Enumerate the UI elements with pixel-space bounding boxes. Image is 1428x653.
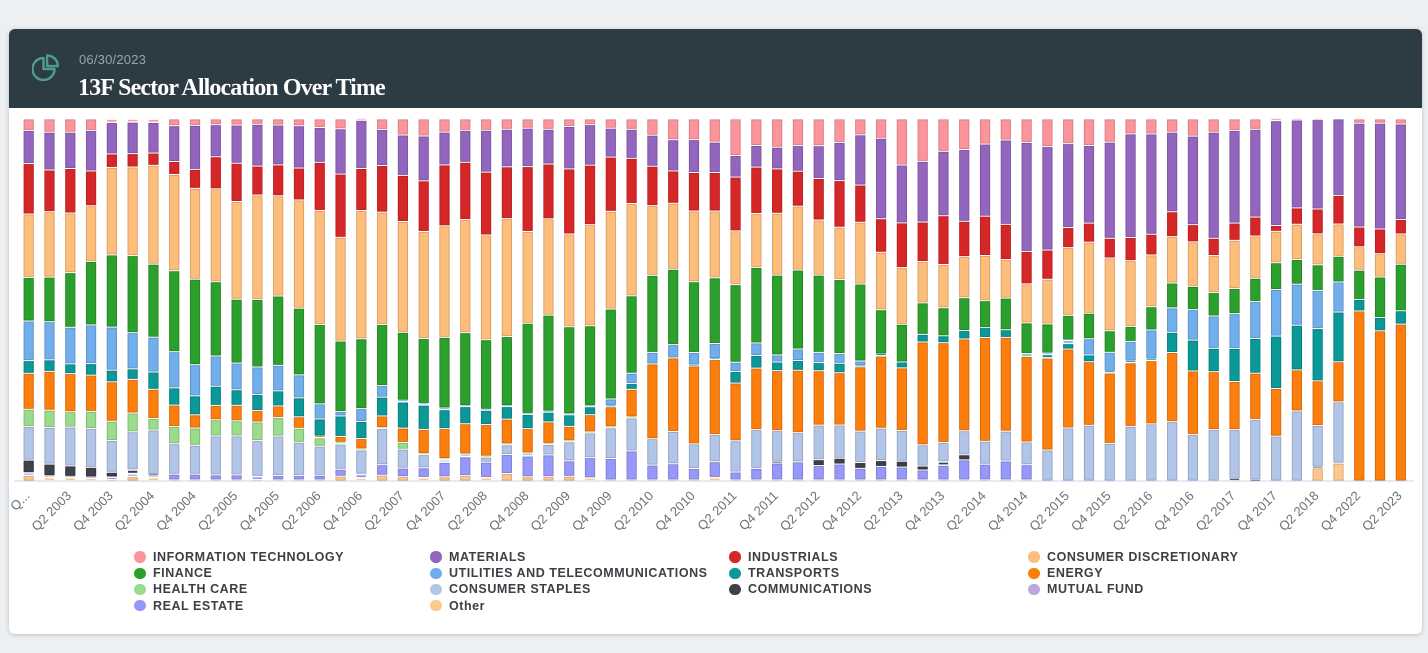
svg-text:Q2 2005: Q2 2005	[195, 488, 241, 534]
svg-text:Q2 2015: Q2 2015	[1026, 488, 1072, 534]
svg-text:Q4 2012: Q4 2012	[818, 488, 864, 534]
svg-text:Q2 2010: Q2 2010	[610, 488, 656, 534]
svg-text:Q4 2009: Q4 2009	[569, 488, 615, 534]
svg-text:Q2 2016: Q2 2016	[1109, 488, 1155, 534]
svg-text:Q4 2013: Q4 2013	[902, 488, 948, 534]
svg-text:Q2 2009: Q2 2009	[527, 488, 573, 534]
svg-text:Q2 2006: Q2 2006	[278, 488, 324, 534]
svg-text:Q4 2011: Q4 2011	[736, 488, 781, 533]
svg-text:Q4 2008: Q4 2008	[486, 488, 532, 534]
svg-text:Q4 2003: Q4 2003	[70, 488, 116, 534]
svg-text:Q4 2005: Q4 2005	[236, 488, 282, 534]
svg-text:Q4 2014: Q4 2014	[985, 488, 1031, 534]
svg-text:Q2 2017: Q2 2017	[1193, 488, 1239, 534]
svg-text:Q4 2007: Q4 2007	[403, 488, 449, 534]
svg-text:Q4 2006: Q4 2006	[319, 488, 365, 534]
svg-text:Q2 2003: Q2 2003	[28, 488, 74, 534]
svg-text:Q2 2014: Q2 2014	[943, 488, 989, 534]
svg-text:Q4 2017: Q4 2017	[1234, 488, 1280, 534]
svg-text:Q2 2023: Q2 2023	[1359, 488, 1405, 534]
svg-text:Q2 2004: Q2 2004	[111, 488, 157, 534]
svg-text:Q2 2013: Q2 2013	[860, 488, 906, 534]
svg-text:Q2 2011: Q2 2011	[694, 488, 739, 533]
svg-text:Q2 2012: Q2 2012	[777, 488, 823, 534]
svg-text:Q...: Q...	[9, 488, 33, 513]
svg-text:Q4 2015: Q4 2015	[1068, 488, 1114, 534]
svg-text:Q4 2022: Q4 2022	[1317, 488, 1363, 534]
svg-text:Q2 2007: Q2 2007	[361, 488, 407, 534]
svg-text:Q2 2018: Q2 2018	[1276, 488, 1322, 534]
svg-text:Q4 2016: Q4 2016	[1151, 488, 1197, 534]
svg-text:Q4 2004: Q4 2004	[153, 488, 199, 534]
svg-text:Q4 2010: Q4 2010	[652, 488, 698, 534]
svg-text:Q2 2008: Q2 2008	[444, 488, 490, 534]
